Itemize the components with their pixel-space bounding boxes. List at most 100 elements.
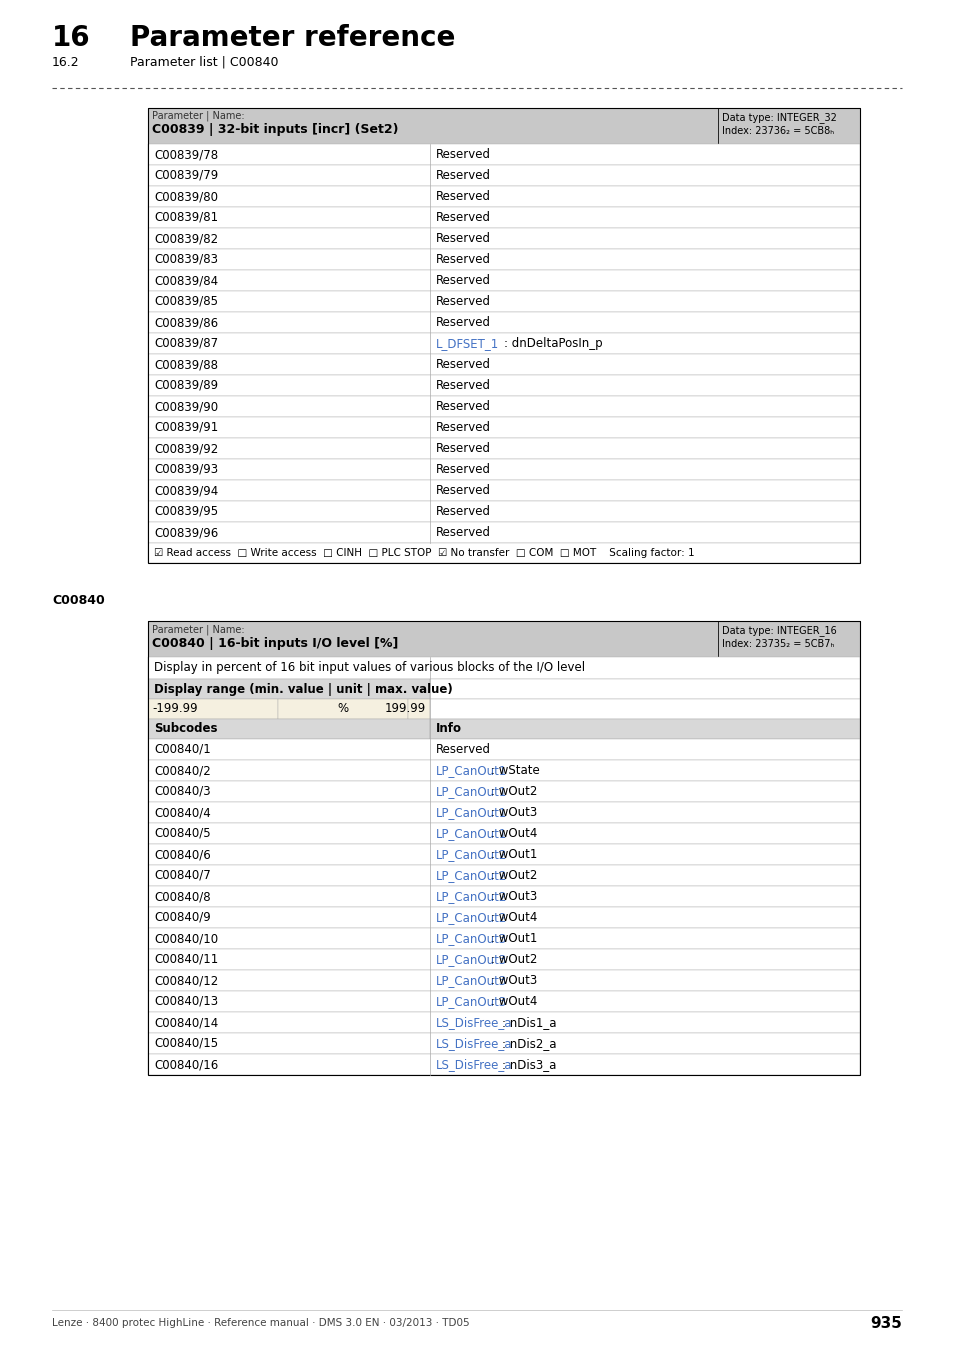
Bar	[148, 971, 859, 991]
Text: C00839/93: C00839/93	[153, 463, 218, 477]
Text: Parameter | Name:: Parameter | Name:	[152, 625, 244, 636]
Text: LP_CanOut2: LP_CanOut2	[436, 890, 507, 903]
Text: Reserved: Reserved	[436, 485, 491, 497]
Text: C00840/11: C00840/11	[153, 953, 218, 967]
Text: Reserved: Reserved	[436, 379, 491, 391]
Text: : wOut2: : wOut2	[491, 869, 537, 882]
Text: C00839/91: C00839/91	[153, 421, 218, 433]
Text: C00839/86: C00839/86	[153, 316, 218, 329]
Bar	[148, 865, 859, 886]
Bar	[148, 354, 859, 375]
Text: Reserved: Reserved	[436, 743, 491, 756]
Bar	[718, 621, 859, 657]
Text: C00840: C00840	[52, 594, 105, 608]
Bar	[148, 312, 859, 333]
Bar	[148, 699, 277, 720]
Bar	[148, 501, 859, 522]
Text: LS_DisFree_a: LS_DisFree_a	[436, 1058, 512, 1071]
Text: LP_CanOut2: LP_CanOut2	[436, 911, 507, 923]
Text: L_DFSET_1: L_DFSET_1	[436, 338, 498, 350]
Text: : wOut3: : wOut3	[491, 973, 537, 987]
Text: Reserved: Reserved	[436, 441, 491, 455]
Text: LP_CanOut1: LP_CanOut1	[436, 806, 507, 819]
Text: LP_CanOut3: LP_CanOut3	[436, 953, 507, 967]
Text: LP_CanOut1: LP_CanOut1	[436, 784, 507, 798]
Text: LS_DisFree_a: LS_DisFree_a	[436, 1017, 512, 1029]
Bar	[148, 760, 859, 782]
Bar	[430, 720, 859, 738]
Text: ☑ Read access  □ Write access  □ CINH  □ PLC STOP  ☑ No transfer  □ COM  □ MOT  : ☑ Read access □ Write access □ CINH □ PL…	[153, 548, 694, 558]
Text: Parameter list | C00840: Parameter list | C00840	[130, 55, 278, 69]
Text: Info: Info	[436, 722, 461, 736]
Bar	[148, 186, 859, 207]
Bar	[148, 886, 859, 907]
Bar	[277, 699, 408, 720]
Text: : wOut4: : wOut4	[491, 828, 537, 840]
Text: C00839/83: C00839/83	[153, 252, 218, 266]
Text: C00839/94: C00839/94	[153, 485, 218, 497]
Text: C00840/16: C00840/16	[153, 1058, 218, 1071]
Text: Reserved: Reserved	[436, 400, 491, 413]
Bar	[148, 270, 859, 292]
Bar	[148, 459, 859, 481]
Text: Reserved: Reserved	[436, 148, 491, 161]
Text: : nDis1_a: : nDis1_a	[501, 1017, 556, 1029]
Bar	[148, 437, 859, 459]
Text: Reserved: Reserved	[436, 232, 491, 244]
Bar	[148, 621, 718, 657]
Text: C00840/2: C00840/2	[153, 764, 211, 778]
Bar	[148, 824, 859, 844]
Bar	[148, 720, 430, 738]
Text: Index: 23736₂ = 5CB8ₕ: Index: 23736₂ = 5CB8ₕ	[721, 126, 833, 136]
Text: C00839 | 32-bit inputs [incr] (Set2): C00839 | 32-bit inputs [incr] (Set2)	[152, 123, 398, 136]
Bar	[148, 1054, 859, 1075]
Text: Display in percent of 16 bit input values of various blocks of the I/O level: Display in percent of 16 bit input value…	[153, 662, 584, 675]
Text: LP_CanOut1: LP_CanOut1	[436, 828, 507, 840]
Text: : wOut3: : wOut3	[491, 890, 537, 903]
Text: Reserved: Reserved	[436, 169, 491, 182]
Text: C00840/9: C00840/9	[153, 911, 211, 923]
Bar	[148, 1012, 859, 1033]
Text: 935: 935	[869, 1315, 901, 1331]
Bar	[148, 844, 859, 865]
Text: C00839/84: C00839/84	[153, 274, 218, 288]
Text: : wOut4: : wOut4	[491, 995, 537, 1008]
Text: C00839/89: C00839/89	[153, 379, 218, 391]
Text: C00840/15: C00840/15	[153, 1037, 218, 1050]
Text: C00840/1: C00840/1	[153, 743, 211, 756]
Bar	[148, 333, 859, 354]
Text: : wOut2: : wOut2	[491, 784, 537, 798]
Text: : nDis2_a: : nDis2_a	[501, 1037, 556, 1050]
Text: : wOut4: : wOut4	[491, 911, 537, 923]
Text: Reserved: Reserved	[436, 421, 491, 433]
Bar	[148, 417, 859, 437]
Text: C00840/5: C00840/5	[153, 828, 211, 840]
Text: C00839/82: C00839/82	[153, 232, 218, 244]
Text: C00839/80: C00839/80	[153, 190, 218, 202]
Bar	[148, 679, 430, 699]
Bar	[430, 699, 859, 720]
Text: LP_CanOut3: LP_CanOut3	[436, 995, 507, 1008]
Bar	[148, 144, 859, 165]
Text: LS_DisFree_a: LS_DisFree_a	[436, 1037, 512, 1050]
Bar	[148, 108, 718, 144]
Bar	[148, 621, 859, 1075]
Bar	[148, 657, 859, 679]
Text: C00839/90: C00839/90	[153, 400, 218, 413]
Text: C00840/7: C00840/7	[153, 869, 211, 882]
Text: Reserved: Reserved	[436, 526, 491, 539]
Text: -199.99: -199.99	[152, 702, 197, 716]
Text: Parameter reference: Parameter reference	[130, 24, 455, 53]
Text: LP_CanOut2: LP_CanOut2	[436, 848, 507, 861]
Text: 16.2: 16.2	[52, 55, 79, 69]
Bar	[148, 228, 859, 248]
Text: C00840 | 16-bit inputs I/O level [%]: C00840 | 16-bit inputs I/O level [%]	[152, 637, 398, 651]
Bar	[148, 522, 859, 543]
Bar	[408, 699, 430, 720]
Text: : wOut1: : wOut1	[491, 931, 537, 945]
Bar	[148, 802, 859, 824]
Text: C00839/79: C00839/79	[153, 169, 218, 182]
Text: Reserved: Reserved	[436, 190, 491, 202]
Text: C00839/92: C00839/92	[153, 441, 218, 455]
Bar	[148, 292, 859, 312]
